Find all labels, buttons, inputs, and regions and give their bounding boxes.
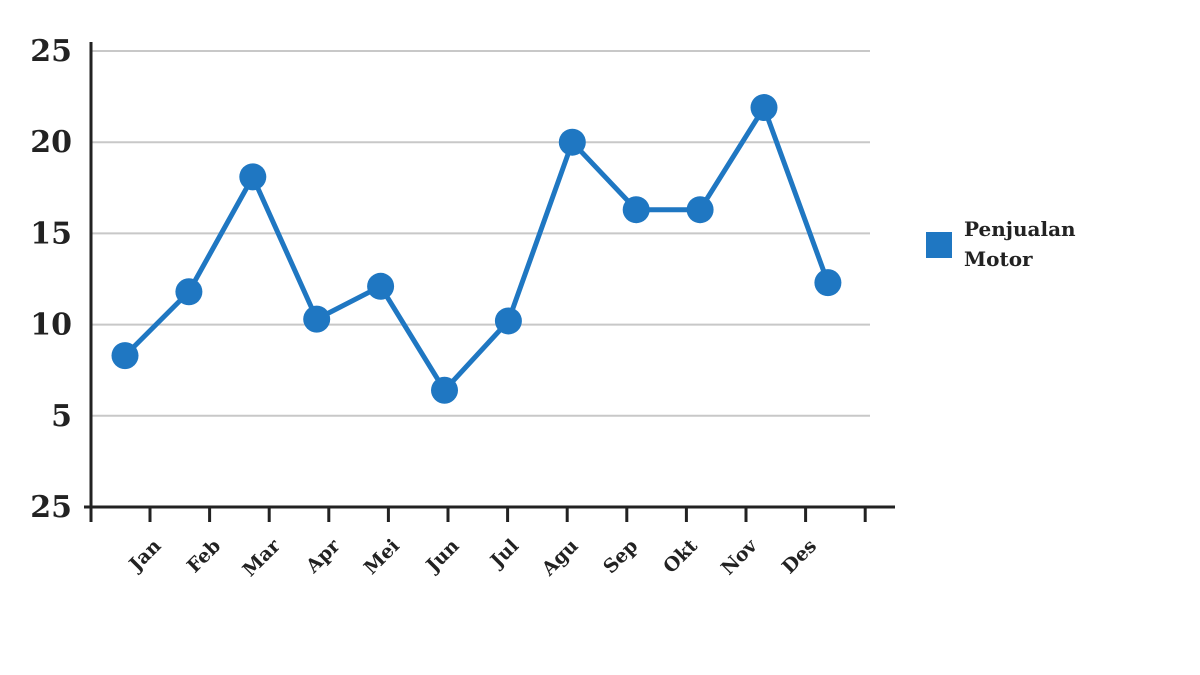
x-tick-label: Jan [124,535,166,577]
data-point-jul [494,307,522,335]
legend-label-line-1: Penjualan [964,217,1076,241]
data-point-agu [558,128,586,156]
x-tick-label: Feb [183,535,225,577]
y-tick-label: 25 [30,490,72,525]
x-tick-label: Mar [239,534,286,581]
y-tick-labels: 25 5 10 15 20 25 [30,34,72,525]
x-tick-labels: Jan Feb Mar Apr Mei Jun Jul Agu Sep Okt Nov Des [124,534,821,581]
data-point-okt [686,196,714,224]
y-tick-label: 15 [30,216,72,251]
x-tick-label: Sep [599,535,642,578]
x-tick-label: Mei [360,535,404,579]
y-tick-label: 20 [30,125,72,160]
series-line [123,105,831,393]
legend: Penjualan Motor [926,217,1076,271]
x-tick-label: Apr [301,534,345,578]
x-tick-label: Jul [485,535,523,573]
x-tick-label: Nov [717,534,762,579]
y-tick-label: 25 [30,34,72,69]
data-point-jun [431,376,458,404]
x-tick-marks [148,507,867,522]
data-point-feb [175,278,203,306]
x-tick-label: Okt [659,535,702,578]
data-point-mar [239,163,267,191]
data-point-nov [750,94,778,122]
data-point-jan [111,342,139,370]
legend-label-line-2: Motor [964,247,1033,271]
x-tick-label: Jun [421,535,464,578]
data-point-apr [303,305,331,333]
legend-swatch [926,232,952,258]
y-tick-label: 10 [30,308,72,343]
series-penjualan-motor [111,94,842,404]
axes [84,42,895,522]
data-point-sep [622,196,650,224]
data-point-des [814,269,842,297]
x-tick-label: Des [778,535,821,578]
y-tick-label: 5 [51,399,72,434]
x-tick-label: Agu [537,535,583,581]
data-point-mei [367,272,395,300]
